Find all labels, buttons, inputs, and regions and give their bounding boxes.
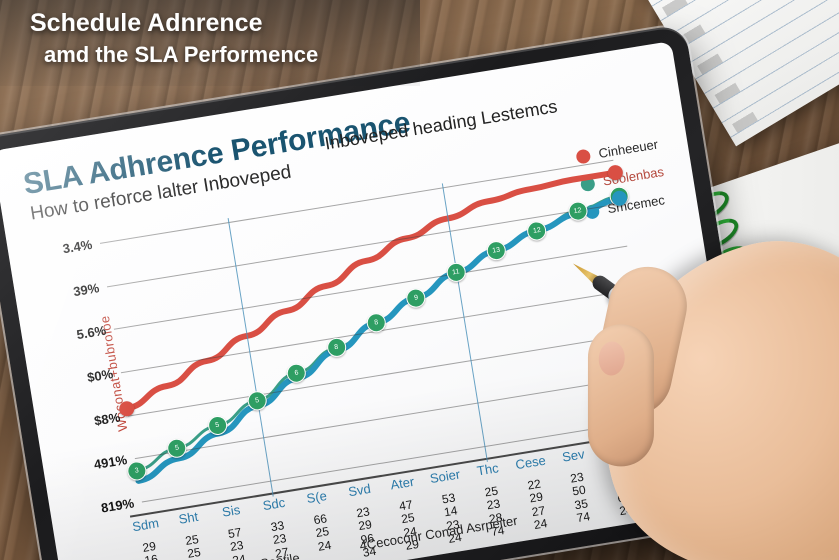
x-column-number: 25 [186, 545, 202, 560]
x-axis-tick-label: Svd [347, 480, 372, 500]
x-axis-tick-label: Sdc [261, 494, 287, 514]
x-column-number: 74 [575, 509, 592, 526]
legend-item[interactable]: Cinheeuer [574, 136, 661, 165]
x-axis-tick-label: Thc [475, 460, 500, 479]
x-column-numbers: 57 23 24 [227, 525, 247, 560]
series-line [123, 169, 619, 412]
x-column-number: 16 [144, 552, 159, 560]
y-axis-tick-label: 39% [72, 279, 101, 299]
legend-swatch-icon [574, 148, 591, 165]
overlay-heading-line2: amd the SLA Performence [44, 42, 319, 67]
x-axis-tick-label: S(e [305, 488, 328, 507]
x-column-numbers: 291601 [141, 539, 162, 560]
x-axis-tick-label: Sht [177, 508, 200, 527]
tablet-screen: SLA Adhrence Performance How to reforce … [0, 41, 747, 560]
chart-page: SLA Adhrence Performance How to reforce … [0, 41, 746, 560]
title-overlay: Schedule Adnrence amd the SLA Performenc… [0, 0, 420, 86]
legend-item-label: Cinheeuer [597, 136, 660, 161]
footer-legend: Sootile [245, 550, 301, 560]
x-column-numbers: 25254 [184, 532, 204, 560]
tablet-device: SLA Adhrence Performance How to reforce … [0, 23, 765, 560]
x-axis-tick-label: Sis [221, 502, 242, 520]
overlay-heading-line1: Schedule Adnrence [30, 9, 263, 37]
x-column-number: 24 [532, 516, 549, 533]
x-axis-tick-label: Ater [389, 473, 416, 493]
x-axis-tick-label: Sev [561, 446, 586, 465]
series-line [135, 194, 621, 473]
x-column-numbers: 66 25 24 [313, 511, 333, 554]
plot-area: Woconat+bubroloe 3.4% 39% 5.6% $0% $8% 491% 81… [62, 159, 697, 560]
x-column-numbers: 23 50 35 74 [569, 470, 592, 526]
x-axis-tick-label: Cese [514, 452, 547, 473]
y-axis-tick-label: 491% [92, 452, 129, 473]
y-axis-tick-label: 3.4% [61, 236, 94, 257]
x-column-number: 24 [316, 537, 333, 554]
y-axis-tick-label: 819% [99, 495, 136, 516]
x-axis-tick-label: Soier [428, 466, 462, 487]
x-column-numbers: 22 29 27 24 [526, 477, 549, 533]
x-axis-tick-label: Sdm [131, 515, 160, 535]
